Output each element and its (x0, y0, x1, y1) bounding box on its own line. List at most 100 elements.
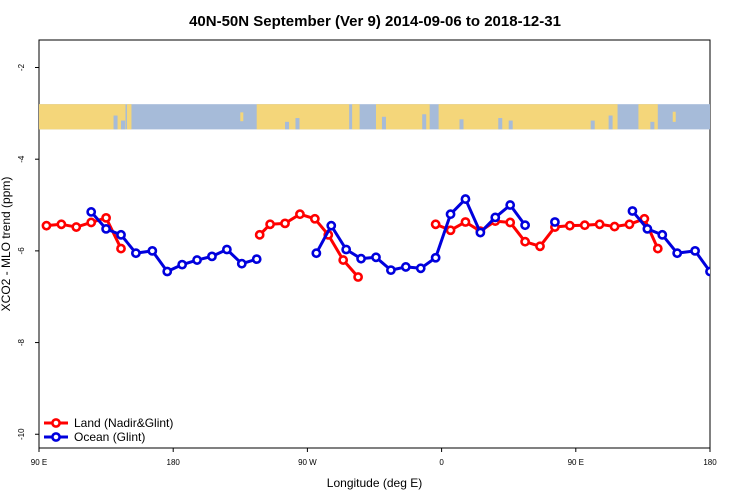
series-land-point (353, 272, 363, 282)
series-land-point (520, 236, 531, 247)
y-tick-label: -6 (17, 247, 26, 255)
series-ocean-point (251, 254, 262, 265)
map-island (68, 113, 72, 121)
legend: Land (Nadir&Glint) Ocean (Glint) (44, 416, 173, 444)
legend-ocean-label: Ocean (Glint) (74, 430, 145, 444)
series-ocean-point (657, 229, 668, 240)
series-land-point (71, 222, 82, 232)
map-water-inlet (508, 120, 513, 130)
chart-title: 40N-50N September (Ver 9) 2014-09-06 to … (189, 13, 561, 30)
series-ocean-point (627, 206, 638, 216)
series-ocean-point (371, 252, 381, 263)
series-ocean-point (236, 258, 247, 269)
series-ocean-point (690, 245, 700, 256)
legend-item-land: Land (Nadir&Glint) (44, 416, 173, 430)
series-ocean-point (177, 259, 188, 270)
x-tick-label: 180 (167, 458, 181, 467)
series-ocean-point (490, 212, 501, 223)
series-ocean-point (221, 244, 232, 255)
map-water-inlet (295, 118, 300, 130)
map-water-inlet (650, 121, 655, 130)
series-ocean-point (131, 248, 141, 259)
series-ocean-point (430, 252, 441, 263)
series-land-point (41, 220, 52, 231)
series-ocean-point (162, 266, 173, 277)
legend-ocean-marker (51, 432, 61, 442)
x-tick-label: 180 (703, 458, 717, 467)
map-water-inlet (422, 114, 427, 130)
series-land-point (430, 219, 441, 230)
map-water-inlet (590, 120, 595, 130)
series-ocean-point (356, 253, 366, 264)
series-land-point (652, 243, 663, 254)
series-ocean-point (445, 209, 456, 220)
y-tick-label: -4 (17, 155, 26, 163)
series-ocean-point (86, 207, 97, 217)
series-land-point (338, 255, 349, 265)
legend-item-ocean: Ocean (Glint) (44, 430, 145, 444)
map-island (240, 112, 244, 122)
series-ocean-point (116, 229, 126, 240)
series-land-point (594, 219, 605, 230)
series-ocean-point (642, 223, 653, 234)
y-tick-label: -8 (17, 338, 26, 346)
x-axis: 90 E 180 90 W 0 90 E 180 (31, 448, 717, 467)
series-land-point (445, 225, 456, 236)
map-water-inlet (459, 119, 464, 130)
series-land-point (86, 217, 97, 228)
series-land-point (116, 243, 126, 254)
series-ocean-point (460, 194, 471, 204)
x-tick-label: 90 E (31, 458, 47, 467)
series-ocean-point (147, 245, 158, 256)
map-land (352, 104, 360, 130)
map-water-inlet (608, 115, 613, 130)
series-ocean-point (475, 227, 486, 238)
series-ocean-point (207, 251, 217, 262)
series-land-point (295, 209, 305, 220)
series-land-point (254, 229, 265, 240)
x-tick-label: 0 (439, 458, 444, 467)
map-land (126, 104, 132, 130)
y-tick-label: -2 (17, 63, 26, 71)
series-land-point (505, 217, 516, 228)
series-ocean-point (400, 262, 411, 272)
map-water-inlet (498, 118, 503, 130)
x-tick-label: 90 E (568, 458, 584, 467)
map-land (39, 104, 126, 130)
series-land-point (624, 219, 635, 230)
series-ocean-point (705, 266, 710, 277)
series-layer (41, 194, 710, 282)
series-ocean-point (520, 220, 531, 231)
map-water-inlet (121, 120, 126, 130)
series-ocean-point (386, 265, 396, 276)
series-ocean-point (192, 255, 202, 265)
series-land-point (579, 220, 590, 231)
x-tick-label: 90 W (298, 458, 317, 467)
series-land-point (564, 220, 575, 231)
series-ocean-point (311, 248, 322, 259)
y-axis-label: XCO2 - MLO trend (ppm) (0, 177, 13, 312)
series-ocean-point (341, 244, 352, 255)
map-land (256, 104, 350, 130)
series-ocean-point (101, 223, 111, 234)
legend-land-marker (51, 418, 61, 428)
map-island (538, 113, 542, 121)
series-ocean-point (326, 220, 337, 231)
map-land (638, 104, 658, 130)
map-water-inlet (285, 121, 290, 130)
series-ocean-point (415, 263, 426, 274)
series-ocean (86, 194, 710, 277)
series-land-line (435, 217, 660, 250)
world-map-strip (39, 104, 710, 130)
series-ocean-point (505, 200, 516, 210)
series-land-point (101, 212, 111, 223)
legend-land-label: Land (Nadir&Glint) (74, 416, 173, 430)
series-ocean-point (550, 217, 560, 227)
series-land-point (460, 217, 471, 227)
map-water-inlet (381, 116, 386, 130)
y-axis: -2 -4 -6 -8 -10 (17, 63, 39, 440)
series-land (41, 209, 663, 282)
map-land (438, 104, 618, 130)
series-ocean-point (672, 248, 683, 259)
